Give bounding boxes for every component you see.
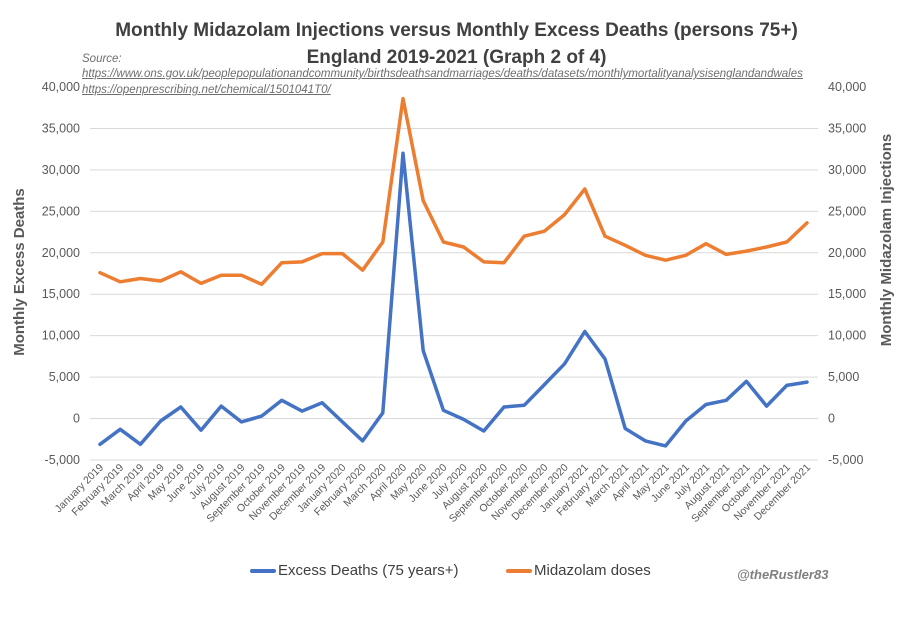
y-tick-label-right: 0 xyxy=(828,412,835,426)
y-tick-label-left: 5,000 xyxy=(49,370,80,384)
legend-swatch-orange xyxy=(506,568,532,573)
series-line-midazolam xyxy=(98,96,809,287)
legend-item-excess-deaths[interactable]: Excess Deaths (75 years+) xyxy=(250,562,459,579)
source-link-ons[interactable]: https://www.ons.gov.uk/peoplepopulationa… xyxy=(82,68,803,80)
chart-canvas: -5,000 0 5,000 10,000 15,000 20,000 25,000 30,0… xyxy=(11,80,895,525)
y-axis-left-title: Monthly Excess Deaths xyxy=(11,188,28,356)
y-tick-label-right: 10,000 xyxy=(828,329,866,343)
y-tick-label-left: 30,000 xyxy=(42,163,80,177)
y-tick-label-left: 20,000 xyxy=(42,246,80,260)
y-tick-label-left: 0 xyxy=(73,412,80,426)
gridlines xyxy=(90,127,818,461)
legend-swatch-blue xyxy=(250,568,276,573)
y-axis-right-ticks: -5,000 0 5,000 10,000 15,000 20,000 25,000 30,0… xyxy=(828,80,866,467)
author-credit: @theRustler83 xyxy=(737,567,829,582)
y-tick-label-right: 40,000 xyxy=(828,80,866,94)
chart-subtitle: England 2019-2021 (Graph 2 of 4) xyxy=(306,47,607,68)
y-tick-label-left: -5,000 xyxy=(45,453,80,467)
y-tick-label-left: 15,000 xyxy=(42,287,80,301)
y-tick-label-right: 30,000 xyxy=(828,163,866,177)
source-label: Source: xyxy=(82,53,122,65)
chart-title: Monthly Midazolam Injections versus Mont… xyxy=(115,20,798,41)
y-axis-left-ticks: -5,000 0 5,000 10,000 15,000 20,000 25,000 30,0… xyxy=(42,80,80,467)
y-tick-label-left: 35,000 xyxy=(42,121,80,135)
legend-item-midazolam[interactable]: Midazolam doses xyxy=(506,562,651,579)
y-tick-label-left: 10,000 xyxy=(42,329,80,343)
y-tick-label-right: 15,000 xyxy=(828,287,866,301)
y-tick-label-right: 5,000 xyxy=(828,370,859,384)
legend-label: Excess Deaths (75 years+) xyxy=(278,562,459,579)
y-tick-label-left: 40,000 xyxy=(42,80,80,94)
y-axis-right-title: Monthly Midazolam Injections xyxy=(878,134,895,347)
y-tick-label-right: 20,000 xyxy=(828,246,866,260)
y-tick-label-right: 25,000 xyxy=(828,204,866,218)
series-line-excess-deaths xyxy=(98,151,809,448)
y-tick-label-right: 35,000 xyxy=(828,121,866,135)
y-tick-label-left: 25,000 xyxy=(42,204,80,218)
series-lines xyxy=(98,96,809,448)
source-link-openprescribing[interactable]: https://openprescribing.net/chemical/150… xyxy=(82,84,331,96)
y-tick-label-right: -5,000 xyxy=(828,453,863,467)
legend-label: Midazolam doses xyxy=(534,562,651,579)
